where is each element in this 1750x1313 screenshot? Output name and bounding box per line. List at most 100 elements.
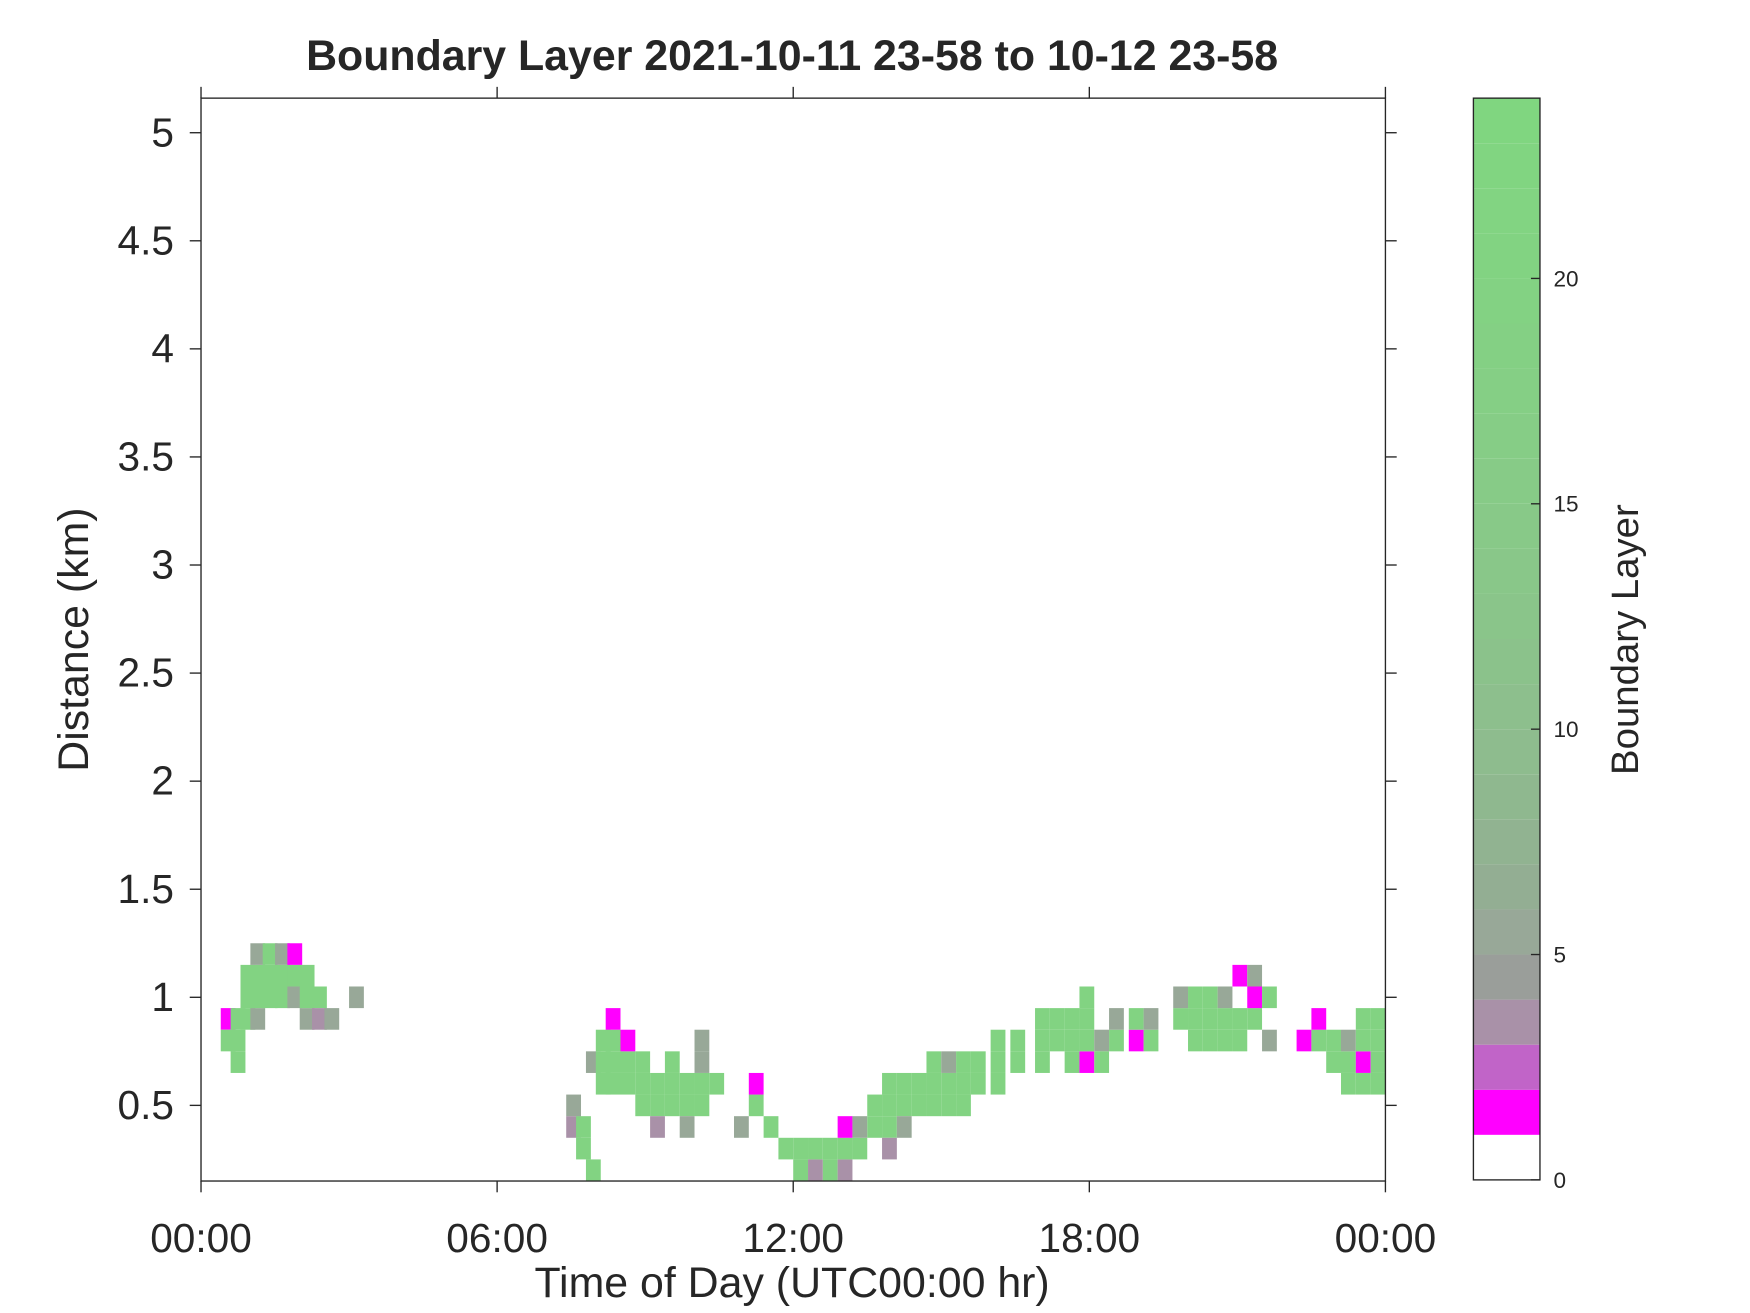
colorbar-swatch [1473, 548, 1540, 594]
heatmap-cell [1202, 1029, 1218, 1052]
colorbar-swatch [1473, 1089, 1540, 1135]
heatmap-cell [941, 1072, 957, 1095]
heatmap-cell [1079, 1029, 1095, 1052]
heatmap-cell [926, 1094, 942, 1117]
heatmap-cell [1341, 1072, 1356, 1095]
heatmap-cell [250, 986, 266, 1009]
colorbar-swatch [1473, 1044, 1540, 1090]
heatmap-cell [1035, 1029, 1050, 1052]
heatmap-cell [1173, 986, 1189, 1009]
y-tick-label: 1 [151, 974, 174, 1020]
colorbar-swatch [1473, 368, 1540, 414]
heatmap-cell [275, 964, 290, 987]
heatmap-cell [312, 986, 327, 1009]
heatmap-cell [576, 1137, 591, 1160]
heatmap-cell [694, 1072, 710, 1095]
heatmap-cell [1079, 1008, 1095, 1030]
heatmap-cell [664, 1094, 680, 1117]
heatmap-cell [1262, 1029, 1277, 1052]
heatmap-cell [635, 1094, 651, 1117]
y-tick-label: 5 [151, 109, 174, 155]
heatmap-cell [230, 1051, 246, 1073]
heatmap-cell [1326, 1051, 1342, 1073]
heatmap-cell [867, 1094, 883, 1117]
heatmap-cells [220, 943, 1386, 1182]
colorbar-swatch [1473, 729, 1540, 775]
heatmap-cell [679, 1116, 695, 1138]
heatmap-cell [1326, 1029, 1342, 1052]
colorbar-frame [1472, 97, 1541, 1181]
heatmap-cell [566, 1094, 582, 1117]
colorbar-swatch [1473, 593, 1540, 640]
heatmap-cell [1109, 1008, 1124, 1030]
colorbar-swatch [1473, 413, 1540, 459]
heatmap-cell [679, 1094, 695, 1117]
x-tick-label: 18:00 [1039, 1215, 1141, 1261]
heatmap-cell [1247, 1008, 1263, 1030]
heatmap-cell [1247, 964, 1263, 987]
y-tick-label: 3 [151, 542, 174, 588]
heatmap-cell [709, 1072, 725, 1095]
heatmap-cell [1094, 1051, 1110, 1073]
heatmap-cell [1143, 1029, 1159, 1052]
colorbar-swatch [1473, 864, 1540, 910]
heatmap-cell [1094, 1029, 1110, 1052]
colorbar-swatch [1473, 819, 1540, 865]
heatmap-cell [763, 1116, 779, 1138]
colorbar-swatch [1473, 188, 1540, 234]
heatmap-cell [822, 1159, 838, 1182]
y-tick-label: 2 [151, 758, 174, 804]
heatmap-cell [911, 1094, 927, 1117]
heatmap-cell [620, 1029, 636, 1052]
heatmap-cell [926, 1051, 942, 1073]
colorbar-swatch [1473, 639, 1540, 685]
colorbar-swatch [1473, 684, 1540, 730]
heatmap-cell [778, 1137, 794, 1160]
heatmap-cell [793, 1159, 809, 1182]
heatmap-cell [990, 1051, 1006, 1073]
y-axis-label: Distance (km) [50, 507, 98, 771]
heatmap-cell [1010, 1029, 1026, 1052]
colorbar-swatch [1473, 458, 1540, 504]
heatmap-cell [882, 1137, 897, 1160]
heatmap-cell [694, 1051, 710, 1073]
colorbar-swatch [1473, 1134, 1540, 1180]
heatmap-cell [808, 1159, 823, 1182]
heatmap-cell [679, 1072, 695, 1095]
heatmap-cell [990, 1029, 1006, 1052]
heatmap-cell [896, 1094, 912, 1117]
x-tick-label: 00:00 [150, 1215, 252, 1261]
colorbar-swatch [1473, 954, 1540, 1000]
heatmap-cell [748, 1072, 764, 1095]
colorbar-tick-label: 10 [1553, 717, 1578, 742]
y-tick-label: 4.5 [118, 217, 174, 263]
heatmap-cell [250, 943, 266, 965]
y-tick-label: 1.5 [118, 866, 174, 912]
heatmap-cell [1262, 986, 1277, 1009]
heatmap-cell [605, 1072, 621, 1095]
heatmap-cell [1188, 1029, 1203, 1052]
y-tick-label: 4 [151, 325, 174, 371]
heatmap-cell [1109, 1029, 1124, 1052]
colorbar-swatch [1473, 503, 1540, 549]
colorbar-swatch [1473, 774, 1540, 820]
colorbar-swatch [1473, 909, 1540, 955]
heatmap-cell [1217, 1008, 1233, 1030]
heatmap-cell [748, 1094, 764, 1117]
heatmap-cell [911, 1072, 927, 1095]
colorbar-swatch [1473, 98, 1540, 144]
heatmap-cell [793, 1137, 809, 1160]
heatmap-cell [1355, 1008, 1371, 1030]
colorbar-swatch [1473, 999, 1540, 1045]
x-axis-label: Time of Day (UTC00:00 hr) [534, 1259, 1049, 1307]
heatmap-cell [808, 1137, 823, 1160]
heatmap-cell [926, 1072, 942, 1095]
heatmap-cell [852, 1116, 868, 1138]
heatmap-cell [733, 1116, 749, 1138]
heatmap-cell [1188, 986, 1203, 1009]
heatmap-cell [287, 964, 303, 987]
y-tick-label: 3.5 [118, 433, 174, 479]
heatmap-cell [941, 1094, 957, 1117]
heatmap-cell [287, 943, 303, 965]
heatmap-cell [605, 1008, 621, 1030]
